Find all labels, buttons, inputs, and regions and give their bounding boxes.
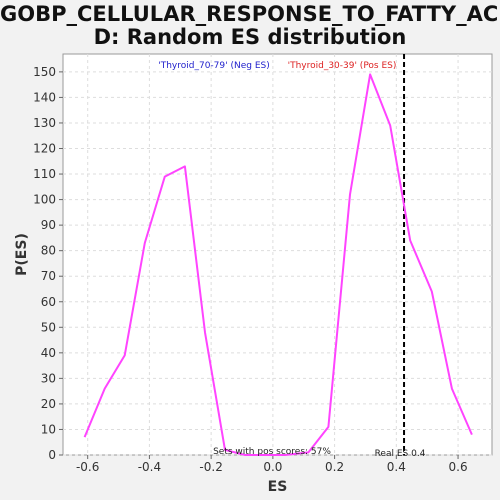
y-tick-label: 70 <box>41 269 56 283</box>
x-tick-label: -0.6 <box>76 460 99 474</box>
y-tick-label: 60 <box>41 295 56 309</box>
y-tick-label: 90 <box>41 218 56 232</box>
y-tick-label: 50 <box>41 320 56 334</box>
x-tick-label: 0.2 <box>325 460 344 474</box>
chart-title-line2: D: Random ES distribution <box>93 25 407 49</box>
y-axis-label: P(ES) <box>14 233 30 276</box>
y-tick-label: 30 <box>41 371 56 385</box>
y-tick-label: 0 <box>48 448 56 462</box>
x-tick-label: 0.0 <box>263 460 282 474</box>
y-tick-label: 140 <box>33 90 56 104</box>
y-tick-label: 80 <box>41 244 56 258</box>
y-tick-label: 100 <box>33 193 56 207</box>
x-tick-label: -0.2 <box>199 460 222 474</box>
neg-es-label: 'Thyroid_70-79' (Neg ES) <box>158 61 269 71</box>
y-tick-label: 20 <box>41 397 56 411</box>
y-tick-label: 10 <box>41 422 56 436</box>
pos-scores-label: Sets with pos scores: 57% <box>213 447 331 457</box>
plot-area <box>62 53 493 456</box>
x-tick-label: 0.6 <box>449 460 468 474</box>
real-es-label: Real ES 0.4 <box>375 449 426 459</box>
y-tick-label: 110 <box>33 167 56 181</box>
y-tick-label: 130 <box>33 116 56 130</box>
x-tick-label: 0.4 <box>387 460 406 474</box>
pos-es-label: 'Thyroid_30-39' (Pos ES) <box>288 61 397 71</box>
series-line <box>83 73 473 456</box>
y-tick-label: 120 <box>33 142 56 156</box>
x-axis-label: ES <box>268 479 288 495</box>
chart-title-line1: GOBP_CELLULAR_RESPONSE_TO_FATTY_ACI <box>0 2 500 26</box>
y-tick-label: 40 <box>41 346 56 360</box>
x-tick-label: -0.4 <box>138 460 161 474</box>
y-tick-label: 150 <box>33 65 56 79</box>
